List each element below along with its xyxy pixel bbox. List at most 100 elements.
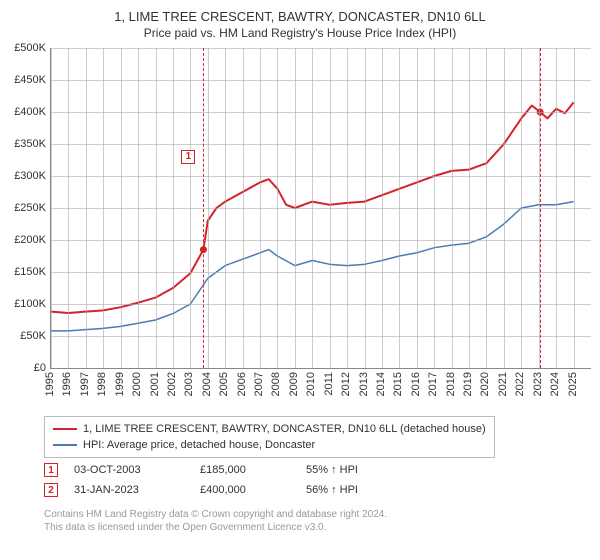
x-axis-label: 2006: [236, 372, 248, 396]
gridline-vertical: [138, 48, 139, 368]
x-axis-label: 2000: [131, 372, 143, 396]
gridline-vertical: [103, 48, 104, 368]
legend-label-property: 1, LIME TREE CRESCENT, BAWTRY, DONCASTER…: [83, 423, 486, 435]
legend-row-property: 1, LIME TREE CRESCENT, BAWTRY, DONCASTER…: [53, 421, 486, 437]
marker-table: 1 03-OCT-2003 £185,000 55% ↑ HPI 2 31-JAN-202…: [44, 460, 358, 500]
legend-row-hpi: HPI: Average price, detached house, Donc…: [53, 437, 486, 453]
marker-date: 31-JAN-2023: [74, 484, 184, 496]
gridline-vertical: [208, 48, 209, 368]
x-axis-label: 2014: [375, 372, 387, 396]
y-axis-label: £400K: [6, 106, 46, 118]
gridline-vertical: [173, 48, 174, 368]
x-axis-label: 2017: [427, 372, 439, 396]
gridline-vertical: [347, 48, 348, 368]
x-axis-label: 2019: [462, 372, 474, 396]
marker-date: 03-OCT-2003: [74, 464, 184, 476]
footer-attribution: Contains HM Land Registry data © Crown c…: [44, 508, 387, 534]
y-axis-label: £100K: [6, 298, 46, 310]
marker-dash-1: [203, 48, 204, 368]
y-axis-label: £0: [6, 362, 46, 374]
gridline-vertical: [365, 48, 366, 368]
gridline-vertical: [295, 48, 296, 368]
marker-pct: 56% ↑ HPI: [306, 484, 358, 496]
gridline-vertical: [434, 48, 435, 368]
gridline-vertical: [243, 48, 244, 368]
legend-swatch-property: [53, 428, 77, 430]
marker-price: £185,000: [200, 464, 290, 476]
x-axis-label: 2002: [166, 372, 178, 396]
gridline-vertical: [382, 48, 383, 368]
gridline-vertical: [399, 48, 400, 368]
marker-table-row: 2 31-JAN-2023 £400,000 56% ↑ HPI: [44, 480, 358, 500]
gridline-vertical: [68, 48, 69, 368]
y-axis-label: £200K: [6, 234, 46, 246]
y-axis-label: £500K: [6, 42, 46, 54]
gridline-horizontal: [51, 240, 591, 241]
gridline-horizontal: [51, 176, 591, 177]
y-axis-label: £50K: [6, 330, 46, 342]
gridline-vertical: [225, 48, 226, 368]
marker-pct: 55% ↑ HPI: [306, 464, 358, 476]
legend-swatch-hpi: [53, 444, 77, 446]
x-axis-label: 2008: [270, 372, 282, 396]
marker-table-index: 2: [44, 483, 58, 497]
gridline-horizontal: [51, 80, 591, 81]
gridline-horizontal: [51, 48, 591, 49]
footer-line-2: This data is licensed under the Open Gov…: [44, 521, 387, 534]
gridline-vertical: [417, 48, 418, 368]
gridline-horizontal: [51, 272, 591, 273]
legend-label-hpi: HPI: Average price, detached house, Donc…: [83, 439, 315, 451]
x-axis-label: 2023: [532, 372, 544, 396]
marker-table-index: 1: [44, 463, 58, 477]
gridline-vertical: [51, 48, 52, 368]
y-axis-label: £250K: [6, 202, 46, 214]
y-axis-label: £450K: [6, 74, 46, 86]
chart-title: 1, LIME TREE CRESCENT, BAWTRY, DONCASTER…: [0, 0, 600, 26]
gridline-vertical: [121, 48, 122, 368]
x-axis-label: 2007: [253, 372, 265, 396]
gridline-vertical: [469, 48, 470, 368]
gridline-vertical: [156, 48, 157, 368]
x-axis-label: 2009: [288, 372, 300, 396]
x-axis-label: 2015: [392, 372, 404, 396]
x-axis-label: 2001: [149, 372, 161, 396]
x-axis-label: 2011: [323, 372, 335, 396]
gridline-vertical: [574, 48, 575, 368]
gridline-vertical: [260, 48, 261, 368]
x-axis-label: 2005: [218, 372, 230, 396]
gridline-vertical: [277, 48, 278, 368]
x-axis-label: 1995: [44, 372, 56, 396]
gridline-horizontal: [51, 112, 591, 113]
x-axis-label: 2020: [479, 372, 491, 396]
gridline-vertical: [190, 48, 191, 368]
x-axis-label: 1997: [79, 372, 91, 396]
x-axis-label: 2003: [183, 372, 195, 396]
gridline-horizontal: [51, 336, 591, 337]
marker-table-row: 1 03-OCT-2003 £185,000 55% ↑ HPI: [44, 460, 358, 480]
gridline-vertical: [330, 48, 331, 368]
gridline-vertical: [86, 48, 87, 368]
gridline-vertical: [521, 48, 522, 368]
x-axis-label: 2018: [445, 372, 457, 396]
legend: 1, LIME TREE CRESCENT, BAWTRY, DONCASTER…: [44, 416, 495, 458]
gridline-vertical: [312, 48, 313, 368]
footer-line-1: Contains HM Land Registry data © Crown c…: [44, 508, 387, 521]
x-axis-label: 2016: [410, 372, 422, 396]
gridline-vertical: [452, 48, 453, 368]
marker-price: £400,000: [200, 484, 290, 496]
gridline-vertical: [556, 48, 557, 368]
y-axis-label: £300K: [6, 170, 46, 182]
chart-container: 1, LIME TREE CRESCENT, BAWTRY, DONCASTER…: [0, 0, 600, 560]
x-axis-label: 2024: [549, 372, 561, 396]
x-axis-label: 2025: [567, 372, 579, 396]
y-axis-label: £150K: [6, 266, 46, 278]
gridline-horizontal: [51, 208, 591, 209]
gridline-horizontal: [51, 304, 591, 305]
x-axis-label: 1998: [96, 372, 108, 396]
marker-dash-2: [540, 48, 541, 368]
y-axis-label: £350K: [6, 138, 46, 150]
x-axis-label: 2004: [201, 372, 213, 396]
x-axis-label: 2021: [497, 372, 509, 396]
marker-box-1: 1: [181, 150, 195, 164]
gridline-horizontal: [51, 144, 591, 145]
